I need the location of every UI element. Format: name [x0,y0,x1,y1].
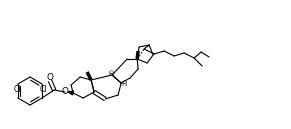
Text: H̄: H̄ [109,71,114,77]
Text: Cl: Cl [39,84,47,94]
Text: Cl: Cl [13,84,21,94]
Text: H̄: H̄ [122,81,127,87]
Polygon shape [68,91,74,95]
Text: O: O [47,73,54,82]
Text: O: O [62,87,69,95]
